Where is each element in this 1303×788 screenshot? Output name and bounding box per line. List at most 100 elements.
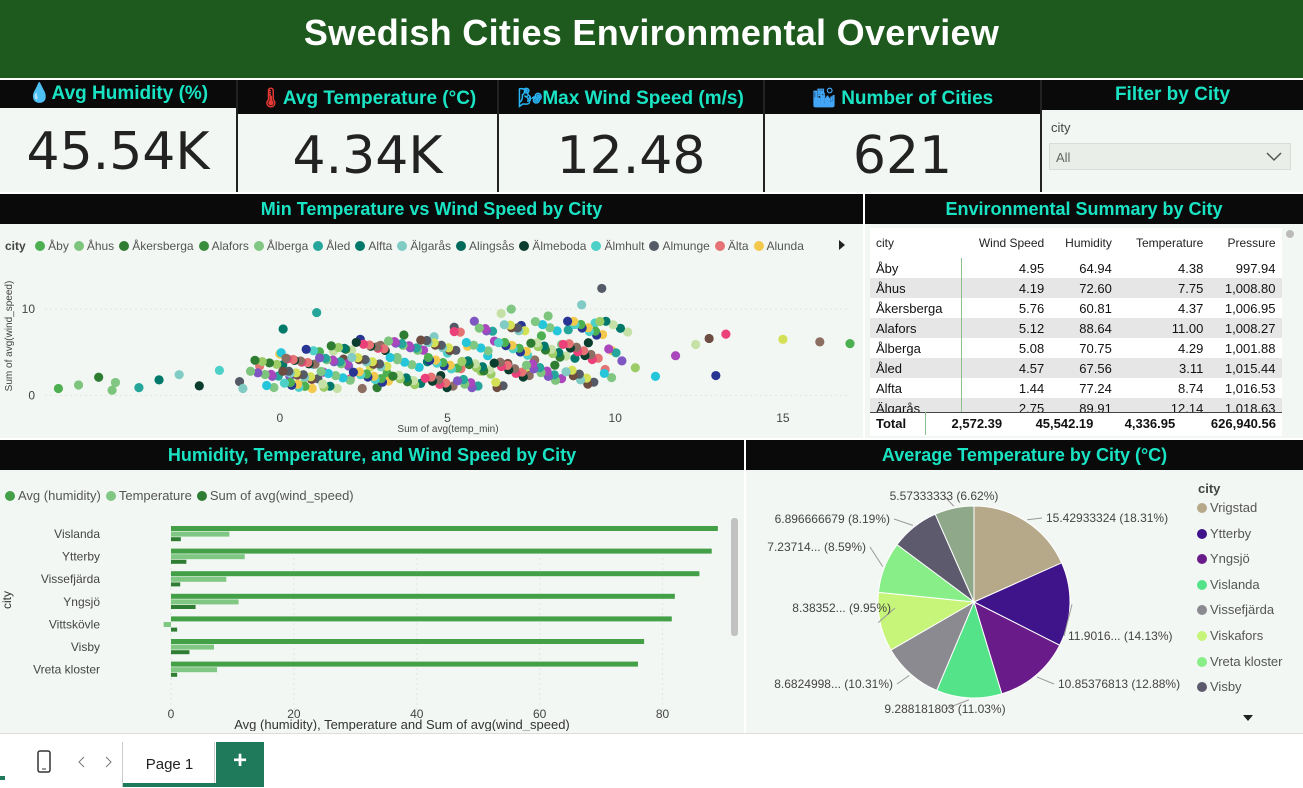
scatter-point[interactable] (420, 373, 430, 383)
scatter-point[interactable] (253, 368, 263, 378)
legend-item[interactable]: Avg (humidity) (5, 488, 101, 503)
scatter-point[interactable] (107, 385, 117, 395)
scatter-point[interactable] (457, 356, 467, 367)
legend-item[interactable]: Åkersberga (119, 239, 194, 253)
scatter-point[interactable] (94, 372, 104, 382)
column-header[interactable]: Pressure (1227, 236, 1276, 250)
bar[interactable] (171, 531, 230, 537)
scatter-point[interactable] (257, 356, 267, 367)
legend-item[interactable]: Älmhult (591, 239, 644, 253)
mobile-layout-icon[interactable] (36, 750, 52, 774)
scatter-point[interactable] (331, 371, 341, 381)
bar[interactable] (171, 661, 638, 667)
bar[interactable] (171, 593, 675, 599)
legend-item[interactable]: Alunda (753, 239, 804, 253)
scatter-point[interactable] (599, 368, 609, 379)
scatter-point[interactable] (134, 383, 144, 393)
scatter-point[interactable] (526, 338, 536, 348)
bar[interactable] (171, 627, 178, 632)
pie-slice[interactable] (973, 601, 1061, 695)
scatter-point[interactable] (604, 344, 614, 354)
scatter-point[interactable] (563, 316, 573, 326)
legend-next-arrow[interactable] (837, 239, 847, 251)
scatter-point[interactable] (400, 357, 410, 367)
pie-slice[interactable] (973, 505, 1063, 603)
scatter-point[interactable] (301, 344, 311, 354)
tab-page-1[interactable]: Page 1 (122, 742, 216, 787)
legend-item[interactable]: Ytterby (1197, 526, 1302, 552)
kpi-card-humidity[interactable]: 💧Avg Humidity (%) 45.54K (0, 80, 236, 192)
legend-item[interactable]: Älmeboda (519, 239, 586, 253)
scatter-point[interactable] (333, 342, 344, 353)
bar[interactable] (171, 672, 178, 677)
scatter-point[interactable] (704, 333, 714, 344)
kpi-card-cities[interactable]: 🏙 Number of Cities 621 (765, 80, 1040, 192)
scatter-point[interactable] (476, 343, 486, 353)
bar[interactable] (171, 559, 187, 564)
bar[interactable] (171, 616, 672, 622)
kpi-card-wind[interactable]: 🌬Max Wind Speed (m/s) 12.48 (499, 80, 763, 192)
scatter-point[interactable] (110, 377, 121, 388)
bar[interactable] (171, 650, 190, 655)
legend-item[interactable]: Temperature (105, 488, 192, 503)
column-header[interactable]: Humidity (1065, 236, 1112, 250)
scatter-point[interactable] (721, 329, 731, 339)
legend-item[interactable]: Yngsjö (1197, 551, 1302, 577)
scatter-point[interactable] (778, 334, 788, 344)
scatter-point[interactable] (608, 320, 618, 330)
scatter-point[interactable] (174, 370, 184, 380)
scatter-point[interactable] (399, 330, 409, 340)
scatter-point[interactable] (260, 369, 270, 380)
table-row[interactable]: Alafors 5.12 88.64 11.00 1,008.27 (870, 318, 1282, 338)
scatter-point[interactable] (494, 338, 504, 348)
legend-item[interactable]: Almunge (649, 239, 710, 253)
scatter-point[interactable] (332, 383, 342, 394)
scatter-point[interactable] (845, 339, 855, 349)
scatter-point[interactable] (316, 366, 326, 377)
scatter-point[interactable] (318, 379, 328, 389)
scatter-point[interactable] (245, 366, 256, 376)
scatter-point[interactable] (326, 341, 336, 351)
scatter-point[interactable] (238, 383, 248, 394)
scatter-point[interactable] (537, 319, 548, 330)
legend-item[interactable]: Vissefjärda (1197, 602, 1302, 628)
legend-item[interactable]: Sum of avg(wind_speed) (196, 488, 354, 503)
city-filter-dropdown[interactable]: All (1049, 143, 1291, 170)
scatter-point[interactable] (194, 381, 204, 391)
bar[interactable] (171, 576, 227, 582)
scatter-point[interactable] (234, 376, 245, 387)
scatter-point[interactable] (214, 365, 225, 375)
scatter-point[interactable] (385, 352, 395, 363)
scatter-point[interactable] (670, 351, 681, 361)
scatter-point[interactable] (506, 304, 516, 314)
scatter-point[interactable] (392, 355, 402, 365)
scatter-point[interactable] (552, 326, 562, 336)
column-header[interactable]: city (876, 236, 894, 250)
scatter-point[interactable] (281, 353, 291, 363)
scatter-point[interactable] (278, 366, 288, 376)
bar[interactable] (171, 599, 239, 605)
legend-item[interactable]: Viskafors (1197, 628, 1302, 654)
scatter-point[interactable] (583, 338, 593, 348)
scatter-point[interactable] (563, 325, 573, 335)
scatter-point[interactable] (347, 352, 357, 363)
scatter-point[interactable] (543, 311, 553, 321)
scatter-point[interactable] (489, 358, 499, 368)
scatter-point[interactable] (530, 316, 540, 327)
legend-item[interactable]: Alfta (355, 239, 392, 253)
legend-item[interactable]: Ålberga (253, 239, 308, 253)
scatter-point[interactable] (323, 368, 333, 379)
scatter-point[interactable] (561, 367, 571, 377)
scatter-point[interactable] (357, 383, 367, 394)
scatter-point[interactable] (597, 283, 607, 294)
scatter-point[interactable] (558, 339, 568, 350)
scatter-point[interactable] (595, 316, 605, 327)
bar[interactable] (171, 582, 181, 587)
legend-scroll-down-icon[interactable] (1242, 714, 1254, 722)
scatter-point[interactable] (314, 353, 325, 363)
table-row[interactable]: Åled 4.57 67.56 3.11 1,015.44 (870, 358, 1282, 378)
scatter-point[interactable] (496, 308, 506, 319)
scatter-point[interactable] (449, 326, 459, 337)
scatter-point[interactable] (691, 339, 701, 350)
table-row[interactable]: Alfta 1.44 77.24 8.74 1,016.53 (870, 378, 1282, 398)
